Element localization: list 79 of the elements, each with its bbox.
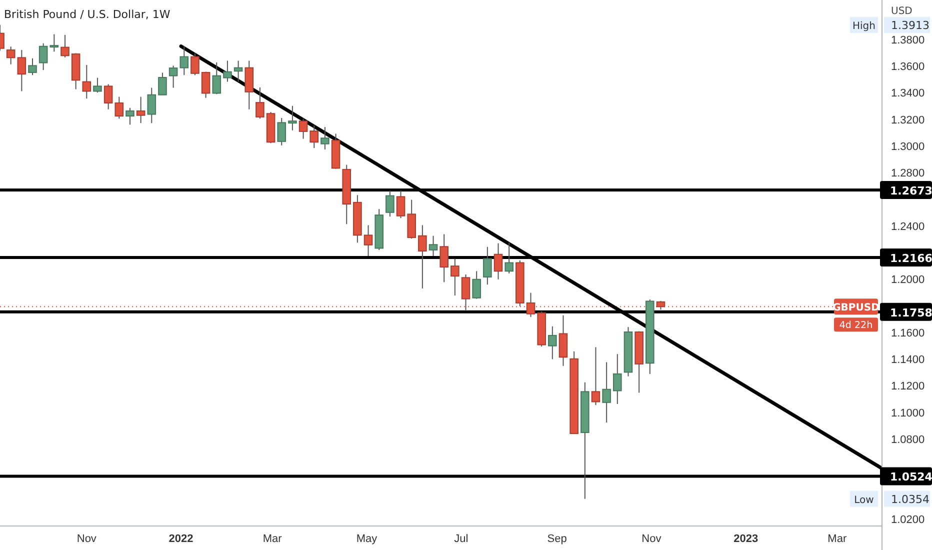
candlestick xyxy=(298,118,308,140)
y-axis-title: USD xyxy=(891,6,913,17)
annotation: 4d 22h xyxy=(839,320,873,332)
candlestick xyxy=(494,242,503,280)
candlestick xyxy=(158,72,167,96)
text: 1.3913 xyxy=(891,18,930,32)
ref-line-label: 1.0524 xyxy=(890,470,932,484)
candlestick xyxy=(418,224,427,289)
candlestick xyxy=(93,77,102,94)
candlestick xyxy=(17,49,26,92)
x-tick-label: Sep xyxy=(547,532,567,545)
candlestick xyxy=(114,96,124,120)
candlestick xyxy=(223,60,232,82)
candlestick xyxy=(407,199,416,240)
x-tick-label: May xyxy=(356,532,378,545)
candlestick xyxy=(212,62,222,95)
candlestick xyxy=(190,52,200,76)
y-tick-label: 1.0800 xyxy=(891,434,925,446)
candlestick xyxy=(180,46,189,76)
candlestick xyxy=(310,124,319,149)
candlestick xyxy=(558,314,568,366)
candlestick xyxy=(450,258,460,296)
candlestick xyxy=(256,86,264,120)
candlestick xyxy=(320,126,330,150)
x-tick-label: 2022 xyxy=(168,532,194,545)
y-tick-label: 1.3400 xyxy=(891,88,925,100)
candlestick xyxy=(548,326,557,360)
y-tick-label: 1.1400 xyxy=(891,354,925,366)
candlestick xyxy=(82,64,92,100)
y-tick-label: 1.3800 xyxy=(891,34,925,46)
candlestick xyxy=(277,117,286,146)
candlestick xyxy=(386,190,394,218)
candlestick xyxy=(104,84,113,110)
y-tick-label: 1.3600 xyxy=(891,61,925,74)
ref-line-label: 1.2166 xyxy=(890,252,932,266)
candlestick xyxy=(602,362,611,424)
candlestick xyxy=(28,58,37,76)
x-tick-label: 2023 xyxy=(734,532,758,545)
ref-line-label: 1.2673 xyxy=(890,184,932,198)
annotation: High xyxy=(852,20,876,32)
y-tick-label: 1.1200 xyxy=(891,380,925,393)
y-tick-label: 1.2800 xyxy=(891,168,925,180)
candlestick xyxy=(234,60,243,82)
text: British Pound / U.S. Dollar, 1W xyxy=(4,8,170,21)
y-tick-label: 1.2400 xyxy=(891,220,925,233)
y-tick-label: 1.0200 xyxy=(891,514,925,526)
candlestick xyxy=(6,46,16,65)
candlestick xyxy=(168,65,178,88)
candlestick xyxy=(396,190,406,219)
candlestick xyxy=(38,42,48,71)
candlestick xyxy=(440,234,448,283)
x-tick-label: Mar xyxy=(262,532,282,545)
x-tick-label: Mar xyxy=(828,532,847,545)
candlestick xyxy=(364,224,373,256)
candlestick xyxy=(288,105,297,131)
candlestick xyxy=(483,246,492,286)
candlestick xyxy=(50,34,59,52)
candlestick xyxy=(613,354,622,405)
candlestick xyxy=(591,346,600,406)
candlestick xyxy=(126,107,134,126)
x-tick-label: Nov xyxy=(76,532,97,545)
x-tick-label: Nov xyxy=(642,532,662,545)
x-tick-label: Jul xyxy=(454,532,468,545)
candlestick xyxy=(136,96,146,124)
y-tick-label: 1.3000 xyxy=(891,141,925,153)
ref-line-label: GBPUSD xyxy=(832,302,880,314)
text: 1.0354 xyxy=(891,492,930,506)
candlestick xyxy=(472,270,481,300)
annotation: Low xyxy=(854,494,874,506)
y-tick-label: 1.1000 xyxy=(891,407,925,420)
candlestick xyxy=(60,34,70,58)
y-tick-label: 1.3200 xyxy=(891,114,925,126)
candlestick xyxy=(504,242,514,274)
ref-line-label: 1.1758 xyxy=(890,306,932,320)
candlestick xyxy=(428,235,438,256)
candlestick xyxy=(201,71,210,98)
candlestick xyxy=(147,87,156,124)
y-tick-label: 1.1600 xyxy=(891,327,925,340)
y-tick-label: 1.2000 xyxy=(891,274,925,286)
